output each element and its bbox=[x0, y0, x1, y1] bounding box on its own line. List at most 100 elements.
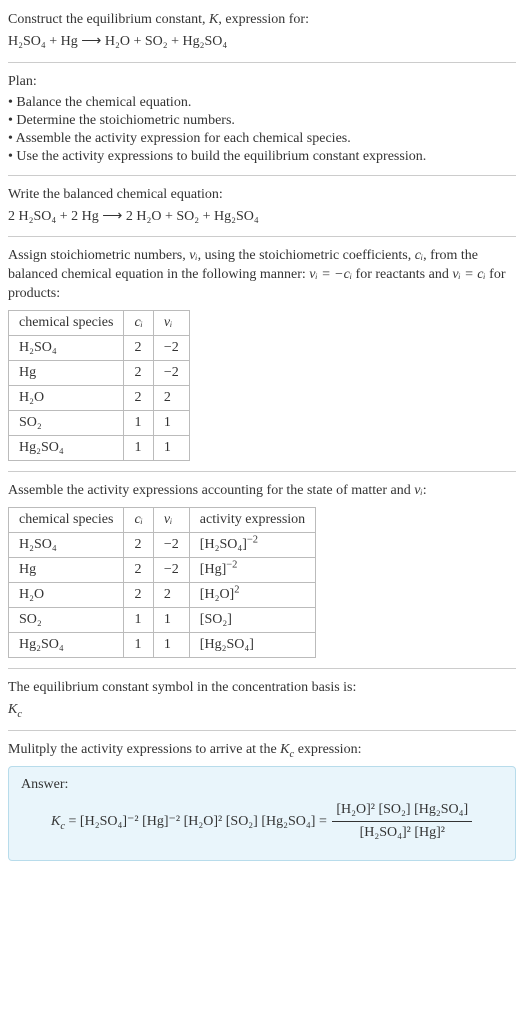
answer-equation: Kc = [H₂SO₄]⁻² [Hg]⁻² [H₂O]² [SO₂] [Hg₂S… bbox=[21, 799, 503, 845]
divider bbox=[8, 668, 516, 669]
table-row: Hg₂SO₄11 bbox=[9, 436, 190, 461]
text: Construct the equilibrium constant, bbox=[8, 12, 209, 27]
cell-activity: [H₂SO₄]−2 bbox=[189, 533, 315, 558]
variable-nu: νᵢ bbox=[189, 248, 197, 263]
table-row: H₂SO₄2−2[H₂SO₄]−2 bbox=[9, 533, 316, 558]
table-header-row: chemical species cᵢ νᵢ bbox=[9, 311, 190, 336]
fraction-numerator: [H₂O]² [SO₂] [Hg₂SO₄] bbox=[332, 799, 472, 821]
col-nui: νᵢ bbox=[153, 508, 189, 533]
divider bbox=[8, 236, 516, 237]
table-row: Hg2−2[Hg]−2 bbox=[9, 558, 316, 583]
cell-activity: [SO₂] bbox=[189, 608, 315, 633]
stoich-table: chemical species cᵢ νᵢ H₂SO₄2−2 Hg2−2 H₂… bbox=[8, 310, 190, 461]
plan-section: Plan: Balance the chemical equation. Det… bbox=[8, 73, 516, 165]
cell-ci: 1 bbox=[124, 608, 153, 633]
cell-nui: 2 bbox=[153, 386, 189, 411]
cell-ci: 2 bbox=[124, 533, 153, 558]
variable-K: K bbox=[209, 12, 218, 27]
kc-var: Kc bbox=[280, 742, 294, 757]
variable-c: cᵢ bbox=[415, 248, 423, 263]
cell-ci: 2 bbox=[124, 336, 153, 361]
divider bbox=[8, 175, 516, 176]
multiply-section: Mulitply the activity expressions to arr… bbox=[8, 741, 516, 862]
table-row: H₂O22 bbox=[9, 386, 190, 411]
col-activity: activity expression bbox=[189, 508, 315, 533]
plan-list: Balance the chemical equation. Determine… bbox=[8, 95, 516, 165]
col-species: chemical species bbox=[9, 508, 124, 533]
relation-products: νᵢ = cᵢ bbox=[452, 267, 485, 282]
activity-base: [H₂O] bbox=[200, 587, 234, 602]
balanced-title: Write the balanced chemical equation: bbox=[8, 186, 516, 205]
cell-nui: 1 bbox=[153, 633, 189, 658]
table-row: H₂O22[H₂O]2 bbox=[9, 583, 316, 608]
cell-nui: 2 bbox=[153, 583, 189, 608]
kc-lhs: Kc bbox=[51, 814, 65, 829]
plan-item: Use the activity expressions to build th… bbox=[8, 149, 516, 165]
cell-nui: −2 bbox=[153, 533, 189, 558]
cell-nui: 1 bbox=[153, 411, 189, 436]
plan-item: Assemble the activity expression for eac… bbox=[8, 131, 516, 147]
cell-ci: 1 bbox=[124, 411, 153, 436]
text: expression: bbox=[294, 742, 361, 757]
plan-item: Balance the chemical equation. bbox=[8, 95, 516, 111]
kc-symbol: Kc bbox=[8, 701, 516, 720]
cell-species: SO₂ bbox=[9, 411, 124, 436]
text: : bbox=[423, 483, 427, 498]
eq-lhs: H₂SO₄ + Hg bbox=[8, 34, 78, 49]
cell-species: SO₂ bbox=[9, 608, 124, 633]
cell-nui: −2 bbox=[153, 558, 189, 583]
activity-section: Assemble the activity expressions accoun… bbox=[8, 482, 516, 658]
cell-ci: 1 bbox=[124, 436, 153, 461]
intro-equation: H₂SO₄ + Hg ⟶ H₂O + SO₂ + Hg₂SO₄ bbox=[8, 33, 516, 52]
text: Mulitply the activity expressions to arr… bbox=[8, 742, 280, 757]
activity-exp: −2 bbox=[226, 559, 237, 570]
cell-species: H₂SO₄ bbox=[9, 533, 124, 558]
plan-title: Plan: bbox=[8, 73, 516, 92]
variable-nu: νᵢ bbox=[414, 483, 422, 498]
stoich-intro: Assign stoichiometric numbers, νᵢ, using… bbox=[8, 247, 516, 304]
divider bbox=[8, 471, 516, 472]
col-nui: νᵢ bbox=[153, 311, 189, 336]
cell-ci: 2 bbox=[124, 583, 153, 608]
col-ci: cᵢ bbox=[124, 311, 153, 336]
cell-nui: 1 bbox=[153, 608, 189, 633]
eq-rhs: H₂O + SO₂ + Hg₂SO₄ bbox=[105, 34, 227, 49]
activity-exp: −2 bbox=[247, 534, 258, 545]
relation-reactants: νᵢ = −cᵢ bbox=[309, 267, 352, 282]
text: Assemble the activity expressions accoun… bbox=[8, 483, 414, 498]
cell-species: Hg₂SO₄ bbox=[9, 436, 124, 461]
col-species: chemical species bbox=[9, 311, 124, 336]
table-header-row: chemical species cᵢ νᵢ activity expressi… bbox=[9, 508, 316, 533]
answer-box: Answer: Kc = [H₂SO₄]⁻² [Hg]⁻² [H₂O]² [SO… bbox=[8, 766, 516, 862]
divider bbox=[8, 730, 516, 731]
activity-exp: 2 bbox=[234, 584, 239, 595]
activity-base: [H₂SO₄] bbox=[200, 537, 247, 552]
activity-base: [Hg] bbox=[200, 562, 226, 577]
balanced-equation: 2 H₂SO₄ + 2 Hg ⟶ 2 H₂O + SO₂ + Hg₂SO₄ bbox=[8, 208, 516, 227]
answer-label: Answer: bbox=[21, 777, 503, 793]
cell-nui: −2 bbox=[153, 361, 189, 386]
text: for reactants and bbox=[352, 267, 452, 282]
arrow-icon: ⟶ bbox=[78, 34, 105, 49]
multiply-title: Mulitply the activity expressions to arr… bbox=[8, 741, 516, 760]
cell-activity: [Hg]−2 bbox=[189, 558, 315, 583]
cell-species: Hg bbox=[9, 361, 124, 386]
text: , using the stoichiometric coefficients, bbox=[198, 248, 415, 263]
col-ci: cᵢ bbox=[124, 508, 153, 533]
intro-line: Construct the equilibrium constant, K, e… bbox=[8, 11, 516, 30]
table-row: Hg2−2 bbox=[9, 361, 190, 386]
cell-ci: 1 bbox=[124, 633, 153, 658]
cell-species: Hg₂SO₄ bbox=[9, 633, 124, 658]
activity-base: [SO₂] bbox=[200, 612, 232, 627]
cell-activity: [H₂O]2 bbox=[189, 583, 315, 608]
cell-species: H₂O bbox=[9, 583, 124, 608]
stoich-section: Assign stoichiometric numbers, νᵢ, using… bbox=[8, 247, 516, 461]
kc-symbol-section: The equilibrium constant symbol in the c… bbox=[8, 679, 516, 720]
cell-ci: 2 bbox=[124, 386, 153, 411]
cell-species: Hg bbox=[9, 558, 124, 583]
cell-ci: 2 bbox=[124, 361, 153, 386]
cell-nui: 1 bbox=[153, 436, 189, 461]
activity-intro: Assemble the activity expressions accoun… bbox=[8, 482, 516, 501]
kc-symbol-line: The equilibrium constant symbol in the c… bbox=[8, 679, 516, 698]
table-row: Hg₂SO₄11[Hg₂SO₄] bbox=[9, 633, 316, 658]
